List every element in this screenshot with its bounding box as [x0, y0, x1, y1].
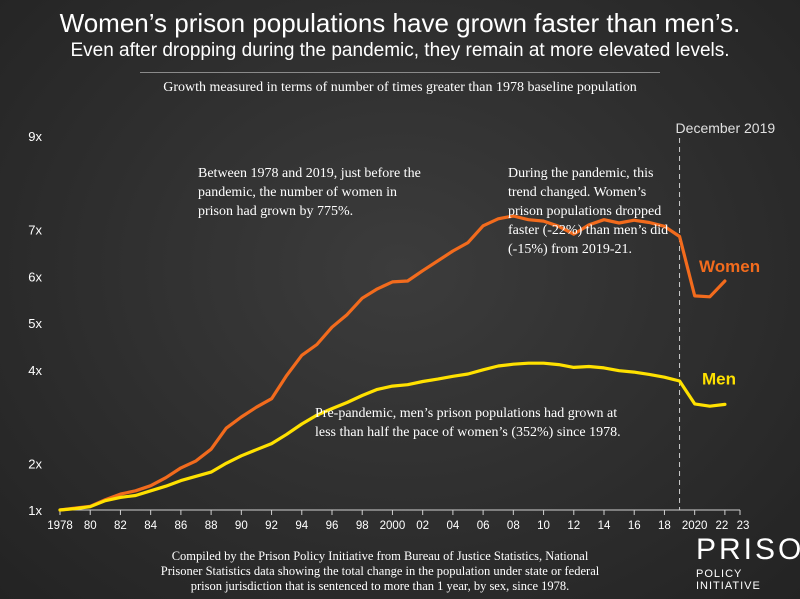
y-tick-label: 2x [28, 456, 42, 471]
annotation-line: pandemic, the number of women in [198, 185, 397, 200]
chart-subtitle: Even after dropping during the pandemic,… [70, 40, 730, 61]
annotation-line: (-15%) from 2019-21. [508, 242, 632, 257]
x-tick-label: 96 [326, 520, 339, 532]
annotation-women-growth: Between 1978 and 2019, just before the pa… [198, 166, 421, 219]
annotation-line: less than half the pace of women’s (352%… [315, 425, 621, 440]
logo-word: PRISON [696, 533, 800, 566]
x-tick-label: 02 [416, 520, 429, 532]
series-end-label-women: Women [699, 257, 760, 276]
x-tick-label: 10 [537, 520, 550, 532]
y-tick-label: 9x [28, 129, 42, 144]
y-tick-label: 6x [28, 269, 42, 284]
x-tick-label: 92 [265, 520, 278, 532]
x-tick-label: 88 [205, 520, 218, 532]
growth-note: Growth measured in terms of number of ti… [163, 80, 637, 95]
source-line: Compiled by the Prison Policy Initiative… [171, 549, 589, 563]
series-line-men [58, 361, 727, 512]
y-tick-label: 4x [28, 363, 42, 378]
x-tick-label: 84 [144, 520, 157, 532]
series-end-label-men: Men [702, 369, 736, 388]
x-tick-label: 1978 [47, 520, 73, 532]
x-tick-label: 18 [658, 520, 671, 532]
x-tick-label: 06 [477, 520, 490, 532]
x-tick-label: 12 [567, 520, 580, 532]
annotation-line: trend changed. Women’s [508, 185, 646, 200]
y-tick-label: 5x [28, 316, 42, 331]
annotation-line: faster (-22%) than men’s did [508, 223, 668, 238]
annotation-line: prison had grown by 775%. [198, 204, 353, 219]
x-tick-label: 98 [356, 520, 369, 532]
x-tick-label: 90 [235, 520, 248, 532]
x-tick-label: 82 [114, 520, 127, 532]
logo-subtitle: POLICY INITIATIVE [696, 568, 761, 592]
x-tick-label: 04 [446, 520, 459, 532]
x-tick-label: 16 [628, 520, 641, 532]
x-tick-label: 80 [84, 520, 97, 532]
annotation-line: Pre-pandemic, men’s prison populations h… [315, 406, 617, 421]
source-line: Prisoner Statistics data showing the tot… [160, 564, 600, 578]
x-tick-label: 2000 [380, 520, 406, 532]
x-tick-label: 2020 [682, 520, 708, 532]
prison-policy-logo: PRISON POLICY INITIATIVE [690, 533, 800, 593]
annotation-line: Between 1978 and 2019, just before the [198, 166, 421, 181]
annotation-line: During the pandemic, this [508, 166, 653, 181]
annotation-line: prison populations dropped [508, 204, 661, 219]
y-tick-label: 7x [28, 223, 42, 238]
x-tick-label: 14 [598, 520, 611, 532]
x-tick-label: 23 [737, 520, 750, 532]
title-divider [140, 72, 660, 73]
source-line: prison jurisdiction that is sentenced to… [190, 579, 570, 593]
x-tick-label: 94 [295, 520, 308, 532]
x-tick-label: 86 [174, 520, 187, 532]
december-2019-label: December 2019 [676, 120, 776, 136]
annotation-men-growth: Pre-pandemic, men’s prison populations h… [315, 406, 621, 440]
x-tick-label: 08 [507, 520, 520, 532]
annotation-pandemic-change: During the pandemic, this trend changed. … [508, 166, 668, 257]
y-tick-label: 1x [28, 503, 42, 518]
series-line-women [58, 214, 727, 512]
x-tick-label: 22 [715, 520, 728, 532]
source-note: Compiled by the Prison Policy Initiative… [140, 549, 620, 594]
chart-title: Women’s prison populations have grown fa… [59, 8, 741, 38]
